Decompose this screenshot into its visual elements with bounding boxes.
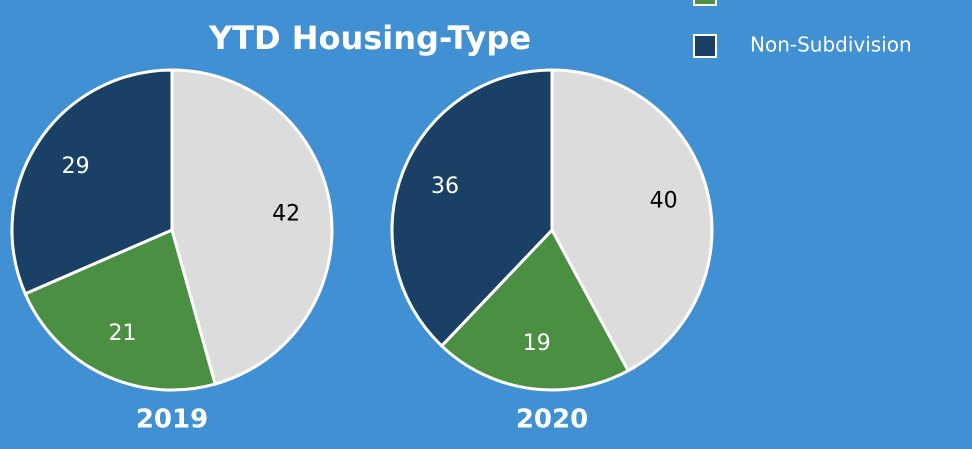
pie-slice [550, 68, 714, 373]
pie-label: 2019 [136, 405, 208, 435]
legend-swatch [693, 34, 717, 58]
data-label: 42 [272, 201, 300, 226]
data-label: 40 [650, 189, 678, 214]
chart-title: YTD Housing-Type [208, 19, 531, 57]
legend-label: Rural Subdivision [750, 0, 923, 5]
pie-slice [10, 68, 174, 296]
data-label: 29 [62, 154, 90, 179]
legend-swatch [693, 0, 717, 6]
data-label: 21 [109, 321, 137, 346]
pie-label: 2020 [516, 405, 588, 435]
pie-slice [390, 68, 554, 349]
data-label: 19 [523, 331, 551, 356]
pie-slice [170, 68, 334, 386]
legend-label: Non-Subdivision [750, 33, 912, 57]
pie-slice [23, 227, 218, 392]
pie-slice [439, 227, 631, 392]
data-label: 36 [431, 174, 459, 199]
